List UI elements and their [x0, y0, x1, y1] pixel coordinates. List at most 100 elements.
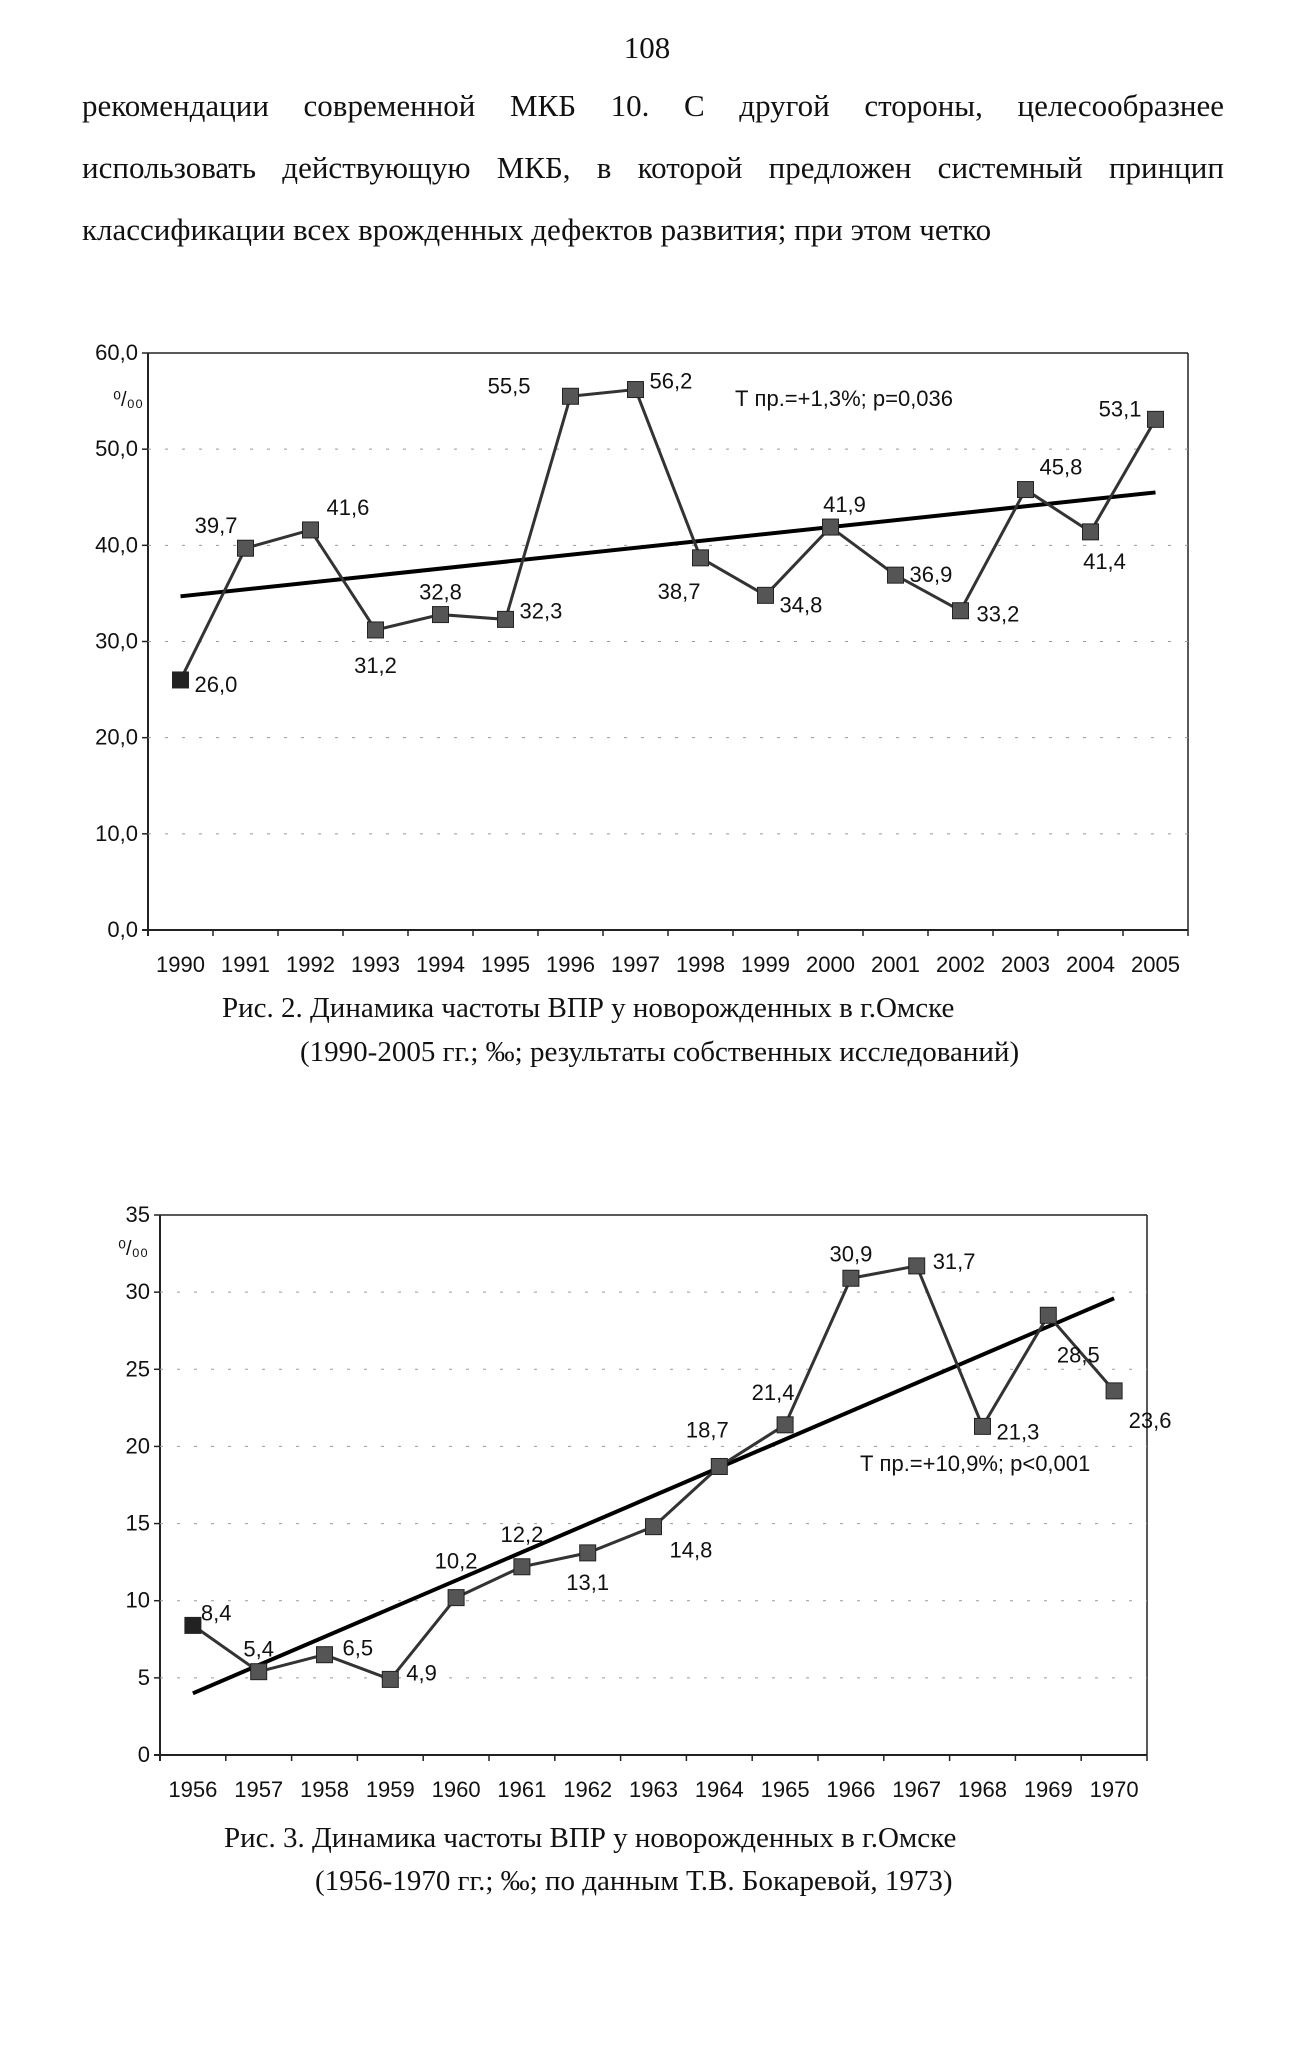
- data-label: 12,2: [500, 1522, 543, 1547]
- data-point-marker: [184, 1616, 202, 1634]
- trend-annotation: Т пр.=+10,9%; р<0,001: [860, 1451, 1090, 1476]
- data-label: 45,8: [1040, 455, 1083, 480]
- data-label: 6,5: [343, 1636, 374, 1661]
- x-tick-label: 2004: [1066, 952, 1115, 977]
- x-tick-label: 1961: [497, 1777, 546, 1802]
- paragraph-line: рекомендации современной МКБ 10. С друго…: [82, 88, 1224, 123]
- data-point-marker: [887, 566, 904, 584]
- data-label: 32,8: [419, 580, 462, 605]
- data-point-marker: [822, 518, 839, 536]
- data-point-marker: [447, 1589, 465, 1607]
- data-label: 21,3: [997, 1419, 1040, 1444]
- data-label: 31,2: [354, 653, 397, 678]
- data-point-marker: [237, 539, 254, 557]
- figure-2-caption-line2: (1990-2005 гг.; ‰; результаты собственны…: [300, 1036, 1020, 1068]
- y-axis-unit-label: ⁰/₀₀: [118, 1238, 148, 1260]
- data-point-marker: [513, 1558, 531, 1576]
- x-tick-label: 1996: [546, 952, 595, 977]
- data-point-marker: [302, 521, 319, 539]
- y-tick-label: 0: [138, 1742, 150, 1767]
- y-tick-label: 0,0: [107, 917, 138, 942]
- x-tick-label: 1999: [741, 952, 790, 977]
- x-tick-label: 1990: [156, 952, 205, 977]
- data-point-marker: [579, 1544, 597, 1562]
- y-tick-label: 10,0: [95, 821, 138, 846]
- y-tick-label: 20: [126, 1433, 150, 1458]
- y-tick-label: 15: [126, 1511, 150, 1536]
- data-point-marker: [1147, 410, 1164, 428]
- y-tick-label: 30,0: [95, 629, 138, 654]
- x-tick-label: 1969: [1024, 1777, 1073, 1802]
- data-label: 41,4: [1083, 549, 1126, 574]
- data-label: 28,5: [1057, 1342, 1100, 1367]
- body-paragraph: рекомендации современной МКБ 10. С друго…: [82, 75, 1224, 261]
- y-tick-label: 35: [126, 1202, 150, 1227]
- y-axis-unit-label: ⁰/₀₀: [113, 389, 143, 411]
- data-point-marker: [1017, 481, 1034, 499]
- data-label: 31,7: [933, 1249, 976, 1274]
- y-tick-label: 10: [126, 1588, 150, 1613]
- data-label: 33,2: [977, 602, 1020, 627]
- data-label: 34,8: [780, 592, 823, 617]
- data-label: 38,7: [658, 579, 701, 604]
- data-label: 26,0: [195, 672, 238, 697]
- x-tick-label: 1962: [563, 1777, 612, 1802]
- x-tick-label: 1968: [958, 1777, 1007, 1802]
- data-label: 39,7: [195, 513, 238, 538]
- data-label: 21,4: [752, 1380, 795, 1405]
- y-tick-label: 60,0: [95, 340, 138, 365]
- figure-3-caption-line2: (1956-1970 гг.; ‰; по данным Т.В. Бокаре…: [315, 1865, 953, 1897]
- data-point-marker: [952, 602, 969, 620]
- data-point-marker: [776, 1416, 794, 1434]
- x-tick-label: 1957: [234, 1777, 283, 1802]
- y-tick-label: 50,0: [95, 436, 138, 461]
- data-label: 32,3: [520, 598, 563, 623]
- data-label: 41,6: [327, 495, 370, 520]
- data-point-marker: [562, 387, 579, 405]
- data-point-marker: [316, 1646, 333, 1664]
- x-tick-label: 1991: [221, 952, 270, 977]
- x-tick-label: 1995: [481, 952, 530, 977]
- data-label: 36,9: [910, 562, 953, 587]
- data-label: 55,5: [488, 373, 531, 398]
- y-tick-label: 20,0: [95, 725, 138, 750]
- data-label: 4,9: [406, 1660, 437, 1685]
- figure-3-svg: 0 5 10 15 20 25 30 35 ⁰/₀₀ 1956 1957 1958 1959 1960 19…: [118, 1202, 1172, 1802]
- data-label: 8,4: [201, 1600, 232, 1625]
- x-tick-label: 2000: [806, 952, 855, 977]
- x-tick-label: 1992: [286, 952, 335, 977]
- x-tick-label: 1966: [826, 1777, 875, 1802]
- page-number: 108: [623, 30, 671, 65]
- data-label: 23,6: [1129, 1408, 1172, 1433]
- y-tick-label: 30: [126, 1279, 150, 1304]
- data-point-marker: [172, 671, 189, 689]
- x-tick-label: 1956: [168, 1777, 217, 1802]
- series-line: [179, 387, 1157, 681]
- figure-2-chart: 0,0 10,0 20,0 30,0 40,0 50,0 60,0 ⁰/₀₀ 1990 1991 1…: [0, 330, 1294, 1024]
- data-point-marker: [432, 606, 449, 624]
- data-label: 56,2: [650, 369, 693, 394]
- trendline: [192, 1296, 1115, 1696]
- data-point-marker: [692, 549, 709, 567]
- data-point-marker: [645, 1518, 662, 1536]
- data-point-marker: [974, 1417, 991, 1435]
- data-point-marker: [1039, 1306, 1057, 1324]
- data-label: 18,7: [686, 1417, 729, 1442]
- x-tick-label: 1997: [611, 952, 660, 977]
- data-label: 30,9: [829, 1241, 872, 1266]
- x-tick-label: 2001: [871, 952, 920, 977]
- data-point-marker: [1105, 1382, 1123, 1400]
- x-tick-label: 1958: [300, 1777, 349, 1802]
- x-tick-label: 1963: [629, 1777, 678, 1802]
- figure-2-caption-line1: Рис. 2. Динамика частоты ВПР у новорожде…: [222, 992, 955, 1024]
- data-label: 41,9: [823, 492, 866, 517]
- data-label: 13,1: [566, 1570, 609, 1595]
- x-tick-label: 1998: [676, 952, 725, 977]
- x-tick-label: 2005: [1131, 952, 1180, 977]
- data-label: 5,4: [243, 1637, 274, 1662]
- y-tick-label: 25: [126, 1356, 150, 1381]
- figure-2-svg: 0,0 10,0 20,0 30,0 40,0 50,0 60,0 ⁰/₀₀ 1990 1991 1…: [95, 340, 1189, 977]
- x-tick-label: 1965: [761, 1777, 810, 1802]
- y-tick-label: 40,0: [95, 532, 138, 557]
- x-tick-label: 1964: [695, 1777, 744, 1802]
